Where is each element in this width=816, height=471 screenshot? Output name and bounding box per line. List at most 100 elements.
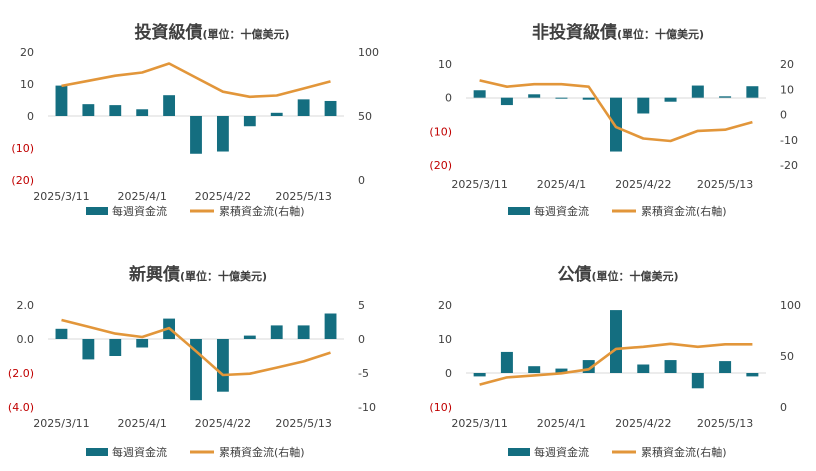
bar	[190, 116, 202, 154]
x-tick-label: 2025/5/13	[697, 178, 753, 191]
y-axis-left: 2.0 0.0 (2.0) (4.0)	[8, 299, 34, 414]
legend: 每週資金流 累積資金流(右軸)	[508, 204, 727, 218]
bar	[582, 97, 595, 100]
x-tick-label: 2025/4/1	[537, 178, 586, 191]
y-left-tick-label: 20	[20, 46, 34, 59]
line-path	[479, 342, 753, 386]
y-left-tick-label: 10	[438, 333, 452, 346]
x-axis: 2025/3/11 2025/4/1 2025/4/22 2025/5/13	[451, 417, 753, 430]
y-right-tick-label: -5	[358, 367, 369, 380]
bar	[55, 328, 68, 339]
y-right-tick-label: 20	[780, 58, 794, 71]
bar	[664, 360, 677, 373]
y-left-tick-label: 0	[27, 110, 34, 123]
x-tick-label: 2025/4/22	[195, 190, 251, 203]
bar	[691, 85, 704, 98]
bar	[216, 339, 229, 392]
bar	[746, 373, 759, 377]
legend-bar-label: 每週資金流	[112, 445, 167, 459]
y-right-tick-label: 0	[358, 333, 365, 346]
legend-bar-label: 每週資金流	[534, 445, 589, 459]
bar	[297, 325, 310, 339]
y-axis-right: 100 50 0	[358, 46, 379, 187]
bar	[528, 94, 541, 98]
y-left-tick-label: 2.0	[17, 299, 35, 312]
chart-title: 投資級債(單位：十億美元)	[134, 22, 289, 43]
bar	[243, 335, 256, 339]
y-axis-left: 10 0 (10) (20)	[429, 58, 452, 172]
x-tick-label: 2025/4/1	[117, 190, 166, 203]
bar	[637, 364, 650, 373]
y-right-tick-label: 5	[358, 299, 365, 312]
y-right-tick-label: 100	[358, 46, 379, 59]
legend: 每週資金流 累積資金流(右軸)	[86, 204, 305, 218]
legend-line-label: 累積資金流(右軸)	[219, 445, 305, 459]
chart-high-yield: 非投資級債(單位：十億美元) 10 0 (10) (20) 20 10 0 -10 -20 2…	[429, 22, 798, 218]
y-right-tick-label: 0	[780, 401, 787, 414]
y-axis-right: 100 50 0	[780, 299, 801, 414]
line-path	[61, 318, 331, 377]
x-tick-label: 2025/5/13	[275, 417, 331, 430]
x-axis: 2025/3/11 2025/4/1 2025/4/22 2025/5/13	[451, 178, 753, 191]
bar	[109, 339, 122, 356]
y-left-tick-label: (10)	[429, 401, 452, 414]
y-right-tick-label: 100	[780, 299, 801, 312]
bar	[555, 97, 568, 99]
y-right-tick-label: 0	[780, 109, 787, 122]
bar-series	[55, 313, 337, 401]
y-left-tick-label: (10)	[11, 142, 34, 155]
y-left-tick-label: 10	[438, 58, 452, 71]
y-axis-left: 20 10 0 (10)	[429, 299, 452, 414]
legend-bar-label: 每週資金流	[112, 204, 167, 218]
bar	[243, 116, 256, 127]
line-series	[61, 318, 331, 377]
bar	[136, 339, 149, 348]
x-tick-label: 2025/4/1	[117, 417, 166, 430]
y-axis-right: 20 10 0 -10 -20	[780, 58, 798, 172]
bar	[270, 325, 283, 339]
line-path	[61, 62, 331, 99]
x-tick-label: 2025/4/1	[537, 417, 586, 430]
y-left-tick-label: 0	[445, 92, 452, 105]
bar	[190, 339, 202, 401]
legend-bar-swatch	[508, 448, 530, 456]
y-right-tick-label: -10	[780, 134, 798, 147]
y-right-tick-label: -10	[358, 401, 376, 414]
bar	[473, 90, 486, 98]
x-tick-label: 2025/4/22	[615, 417, 671, 430]
bar	[637, 97, 650, 114]
bar	[528, 366, 541, 373]
legend: 每週資金流 累積資金流(右軸)	[508, 445, 727, 459]
y-left-tick-label: 10	[20, 78, 34, 91]
chart-emerging-market: 新興債(單位：十億美元) 2.0 0.0 (2.0) (4.0) 5 0 -5 -10 20…	[8, 264, 376, 459]
x-tick-label: 2025/5/13	[275, 190, 331, 203]
y-right-tick-label: -20	[780, 159, 798, 172]
x-tick-label: 2025/5/13	[697, 417, 753, 430]
line-series	[61, 62, 331, 99]
bar	[216, 116, 229, 152]
line-series	[479, 342, 753, 386]
bar	[324, 313, 337, 339]
bar-series	[473, 310, 759, 389]
x-tick-label: 2025/4/22	[615, 178, 671, 191]
x-tick-label: 2025/4/22	[195, 417, 251, 430]
legend-bar-swatch	[86, 448, 108, 456]
legend-line-label: 累積資金流(右軸)	[641, 445, 727, 459]
line-path	[479, 79, 753, 143]
legend-line-label: 累積資金流(右軸)	[219, 204, 305, 218]
legend-bar-label: 每週資金流	[534, 204, 589, 218]
y-axis-right: 5 0 -5 -10	[358, 299, 376, 414]
y-left-tick-label: (10)	[429, 125, 452, 138]
y-axis-left: 20 10 0 (10) (20)	[11, 46, 34, 187]
y-left-tick-label: (20)	[11, 174, 34, 187]
y-left-tick-label: 20	[438, 299, 452, 312]
bar	[610, 97, 622, 152]
y-right-tick-label: 10	[780, 83, 794, 96]
legend-bar-swatch	[86, 207, 108, 215]
chart-title: 公債(單位：十億美元)	[557, 264, 678, 285]
legend-line-label: 累積資金流(右軸)	[641, 204, 727, 218]
x-tick-label: 2025/3/11	[33, 190, 89, 203]
x-axis: 2025/3/11 2025/4/1 2025/4/22 2025/5/13	[33, 417, 332, 430]
bar	[82, 339, 95, 360]
